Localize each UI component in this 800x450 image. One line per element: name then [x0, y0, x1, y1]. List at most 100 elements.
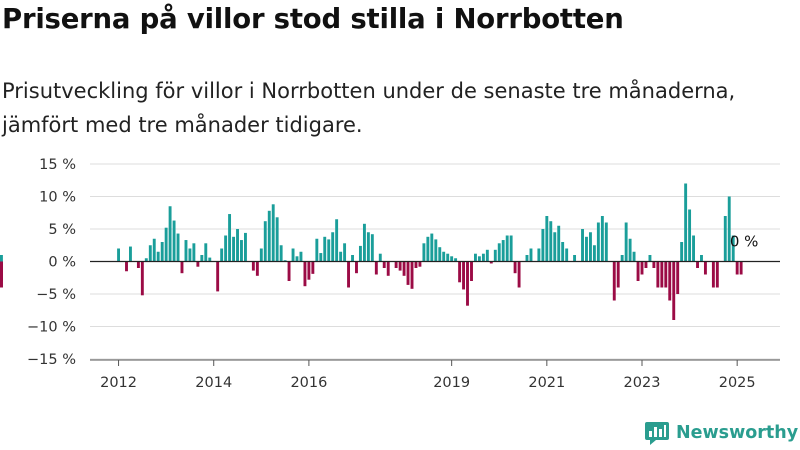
bar [509, 235, 513, 262]
y-tick-label: 5 % [48, 222, 76, 238]
bar [303, 261, 307, 287]
bar [442, 251, 446, 262]
bar [236, 229, 239, 262]
bar [188, 248, 192, 262]
bar [711, 261, 715, 288]
bar [164, 227, 168, 262]
bar [688, 209, 692, 262]
bar [295, 256, 299, 262]
bar [462, 261, 465, 290]
bar [414, 261, 418, 268]
x-tick-label: 2016 [290, 375, 327, 391]
bar [446, 253, 450, 262]
bar [458, 261, 462, 283]
x-tick-label: 2014 [195, 375, 232, 391]
bar [351, 255, 354, 262]
bar [739, 261, 743, 275]
bar [652, 261, 656, 268]
bar [541, 229, 545, 262]
bar [263, 221, 267, 262]
bar [585, 236, 588, 262]
bar [727, 196, 731, 262]
bar [259, 248, 263, 262]
chart-title: Priserna på villor stod stilla i Norrbot… [2, 3, 624, 35]
bar [466, 261, 469, 306]
bar [117, 248, 120, 262]
brand-name: Newsworthy [676, 423, 799, 443]
bar [255, 261, 259, 276]
bar [481, 253, 485, 262]
bar [228, 214, 232, 262]
bar [307, 261, 311, 280]
bar [450, 256, 454, 262]
bar [410, 261, 414, 289]
bar [382, 261, 386, 268]
bar [232, 236, 236, 262]
bar [612, 261, 616, 301]
bar [557, 225, 561, 262]
bar [624, 222, 628, 262]
bar [700, 255, 703, 262]
x-axis: 2012 2014 2016 2019 2021 2023 2025 [90, 359, 780, 391]
bar [192, 243, 196, 262]
bar [672, 261, 676, 320]
bar [291, 248, 295, 262]
bar [549, 221, 553, 262]
bar [656, 261, 660, 288]
bar [715, 261, 719, 288]
subtitle-line-2: jämfört med tre månader tidigare. [2, 113, 363, 137]
bar [434, 239, 438, 262]
newsworthy-logo[interactable]: Newsworthy [644, 419, 798, 447]
bar [474, 253, 477, 262]
bar [311, 261, 315, 274]
bar [418, 261, 422, 267]
bar [406, 261, 410, 285]
bar [378, 253, 382, 262]
bar [402, 261, 406, 276]
bar [525, 255, 529, 262]
bar [604, 222, 608, 262]
bar [529, 248, 533, 262]
bar [636, 261, 640, 281]
bar [208, 257, 212, 262]
bar [422, 243, 426, 262]
bar [362, 223, 366, 262]
bar [668, 261, 672, 301]
bar [267, 210, 271, 262]
bar [505, 235, 509, 262]
bar [561, 242, 565, 262]
bar [355, 261, 358, 274]
bar [370, 234, 374, 262]
bar [493, 249, 497, 262]
x-tick-label: 2025 [719, 375, 756, 391]
y-tick-label: 15 % [39, 157, 76, 173]
bar [271, 204, 275, 262]
bar [244, 232, 247, 262]
bar [125, 261, 128, 272]
bar [620, 255, 624, 262]
bar [553, 232, 557, 262]
y-tick-label: −15 % [27, 352, 76, 368]
subtitle-line-1: Prisutveckling för villor i Norrbotten u… [2, 79, 736, 103]
bar [664, 261, 668, 288]
bar [470, 261, 473, 281]
bar [180, 261, 184, 274]
bar [676, 261, 680, 294]
bar [545, 216, 549, 262]
bar [220, 248, 224, 262]
bar [136, 261, 140, 268]
bar [216, 261, 220, 292]
bar [168, 206, 172, 262]
y-tick-label: −10 % [27, 320, 76, 336]
bar [374, 261, 378, 275]
bar [327, 239, 331, 262]
bar [366, 232, 370, 262]
bar [204, 243, 208, 262]
bar [632, 251, 636, 262]
bar [581, 229, 584, 262]
bar [537, 248, 541, 262]
bar [616, 261, 620, 288]
x-tick-label: 2019 [433, 375, 470, 391]
bar [489, 261, 493, 264]
